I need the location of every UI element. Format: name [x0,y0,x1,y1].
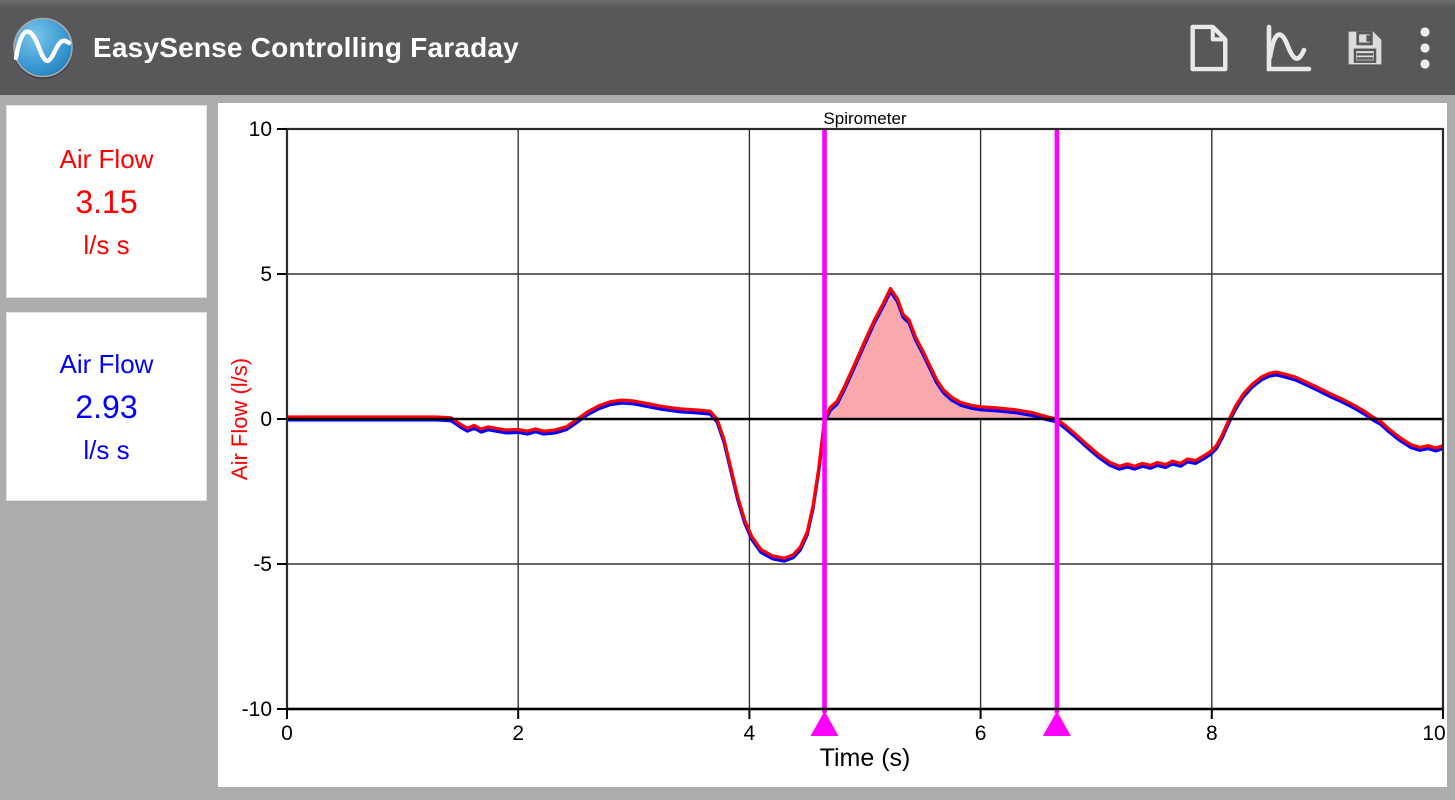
readout-unit: l/s s [83,434,130,465]
readout-label: Air Flow [59,348,154,379]
x-axis-label: Time (s) [820,744,911,772]
y-axis-label: Air Flow (l/s) [227,358,252,480]
readout-card-red[interactable]: Air Flow 3.15 l/s s [6,105,207,298]
x-tick-label: 4 [744,722,756,745]
cursor-handle-2[interactable] [1042,711,1071,736]
app-bar-actions [1185,23,1455,73]
y-tick-label: 5 [260,263,272,286]
app-bar: EasySense Controlling Faraday [0,0,1455,95]
cursor-handle-1[interactable] [810,711,839,736]
y-tick-label: 10 [249,118,272,141]
readout-label: Air Flow [59,143,154,174]
x-tick-label: 0 [281,722,293,745]
overflow-menu-icon[interactable] [1417,23,1433,73]
readout-card-blue[interactable]: Air Flow 2.93 l/s s [6,312,207,501]
graph-icon[interactable] [1263,23,1313,73]
y-tick-label: 0 [260,408,272,431]
new-file-icon[interactable] [1185,23,1231,73]
series-blue [287,289,1443,563]
chart-panel: -10 -5 0 5 10 0 2 4 6 8 10 Spirometer Time (s) Air Fl… [218,103,1447,787]
app-title: EasySense Controlling Faraday [93,31,519,63]
chart-title: Spirometer [823,109,906,128]
save-icon[interactable] [1345,26,1385,70]
readout-unit: l/s s [83,229,130,260]
x-tick-label: 2 [512,722,524,745]
integral-fill-area [824,288,1057,419]
easysense-wave-logo [13,17,73,79]
x-tick-label: 8 [1206,722,1218,745]
series-red [287,286,1443,560]
x-tick-label: 10 [1422,722,1445,745]
x-tick-label: 6 [975,722,987,745]
readout-value: 3.15 [75,183,138,220]
y-tick-label: -10 [242,698,272,721]
spirometer-chart[interactable]: -10 -5 0 5 10 0 2 4 6 8 10 Spirometer Time (s) Air Fl… [218,103,1447,787]
y-tick-label: -5 [253,553,272,576]
readout-value: 2.93 [75,388,138,425]
